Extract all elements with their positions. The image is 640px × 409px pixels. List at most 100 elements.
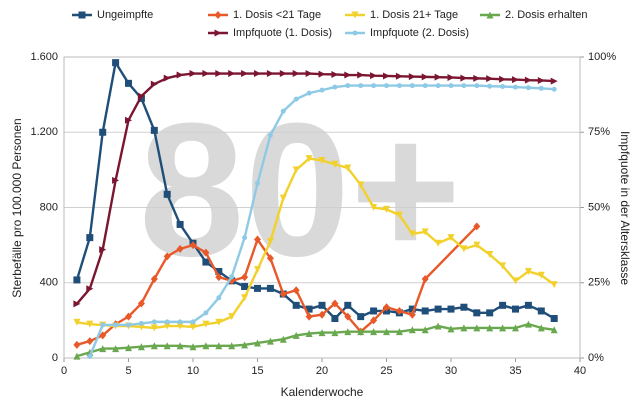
marker <box>112 345 120 353</box>
marker <box>512 305 519 313</box>
marker <box>395 306 403 315</box>
marker <box>215 318 223 326</box>
marker <box>203 310 209 316</box>
marker <box>396 83 402 89</box>
marker <box>409 83 415 89</box>
marker <box>215 273 223 282</box>
marker <box>434 239 442 247</box>
marker <box>473 74 481 82</box>
marker <box>255 180 260 186</box>
y-tick-label: 0 <box>52 352 58 364</box>
marker <box>512 324 519 332</box>
marker <box>473 309 481 317</box>
y-tick-label: 400 <box>40 277 58 289</box>
marker <box>228 70 236 78</box>
marker <box>125 79 132 87</box>
marker <box>448 83 454 89</box>
marker <box>306 90 312 96</box>
marker <box>473 222 481 231</box>
marker <box>254 284 261 292</box>
marker <box>421 228 429 236</box>
legend-marker <box>351 11 359 19</box>
marker <box>176 244 184 253</box>
y2-axis-label: Impfquote in der Altersklasse <box>618 131 632 285</box>
marker <box>434 322 442 330</box>
marker <box>112 59 120 67</box>
marker <box>163 342 171 350</box>
marker <box>408 305 416 313</box>
marker <box>137 343 145 351</box>
marker <box>292 166 300 174</box>
marker <box>499 324 507 332</box>
marker <box>550 77 558 85</box>
marker <box>189 70 197 78</box>
marker <box>150 342 158 350</box>
marker <box>344 312 352 321</box>
marker <box>266 254 274 263</box>
marker <box>500 83 506 89</box>
marker <box>163 74 171 82</box>
legend-marker <box>78 11 86 19</box>
marker <box>202 320 210 328</box>
marker <box>370 328 378 336</box>
legend-marker <box>214 11 222 19</box>
marker <box>86 337 94 346</box>
marker <box>370 72 378 80</box>
marker <box>190 319 196 325</box>
marker <box>525 85 531 91</box>
marker <box>550 314 558 322</box>
marker <box>242 235 248 241</box>
x-axis-label: Kalenderwoche <box>281 385 364 399</box>
marker <box>305 330 313 338</box>
marker <box>215 342 223 350</box>
marker <box>150 80 158 88</box>
marker <box>254 70 261 78</box>
marker <box>345 83 351 89</box>
marker <box>305 155 313 163</box>
legend-label: 1. Dosis <21 Tage <box>233 9 321 21</box>
legend-marker <box>214 29 222 37</box>
marker <box>486 324 494 332</box>
marker <box>408 230 416 238</box>
marker <box>473 241 481 249</box>
plot-frame <box>63 56 581 359</box>
legend-marker <box>352 30 358 36</box>
marker <box>358 83 364 89</box>
marker <box>241 294 249 302</box>
marker <box>86 285 94 293</box>
marker <box>318 70 326 78</box>
legend-label: 1. Dosis 21+ Tage <box>370 9 458 21</box>
marker <box>344 328 352 336</box>
marker <box>447 325 455 333</box>
marker <box>370 204 378 211</box>
marker <box>267 132 273 138</box>
marker <box>461 83 467 89</box>
legend-label: Ungeimpfte <box>97 9 153 21</box>
marker <box>279 194 287 202</box>
marker <box>421 73 429 81</box>
marker <box>344 71 352 79</box>
marker <box>305 305 313 313</box>
marker <box>293 96 299 102</box>
marker <box>100 322 106 328</box>
marker <box>176 71 184 79</box>
marker <box>408 326 416 334</box>
marker <box>292 70 300 78</box>
marker <box>202 248 210 257</box>
marker <box>73 340 81 349</box>
marker <box>383 328 390 336</box>
marker <box>216 295 222 301</box>
marker <box>370 316 378 325</box>
marker <box>202 342 210 350</box>
marker <box>318 156 326 164</box>
marker <box>228 313 236 321</box>
series-line <box>76 157 555 330</box>
marker <box>137 299 145 308</box>
marker <box>383 205 390 213</box>
marker <box>447 305 455 313</box>
marker <box>99 246 107 254</box>
marker <box>473 324 481 332</box>
marker <box>524 320 532 328</box>
marker <box>163 252 171 261</box>
marker <box>332 84 338 90</box>
